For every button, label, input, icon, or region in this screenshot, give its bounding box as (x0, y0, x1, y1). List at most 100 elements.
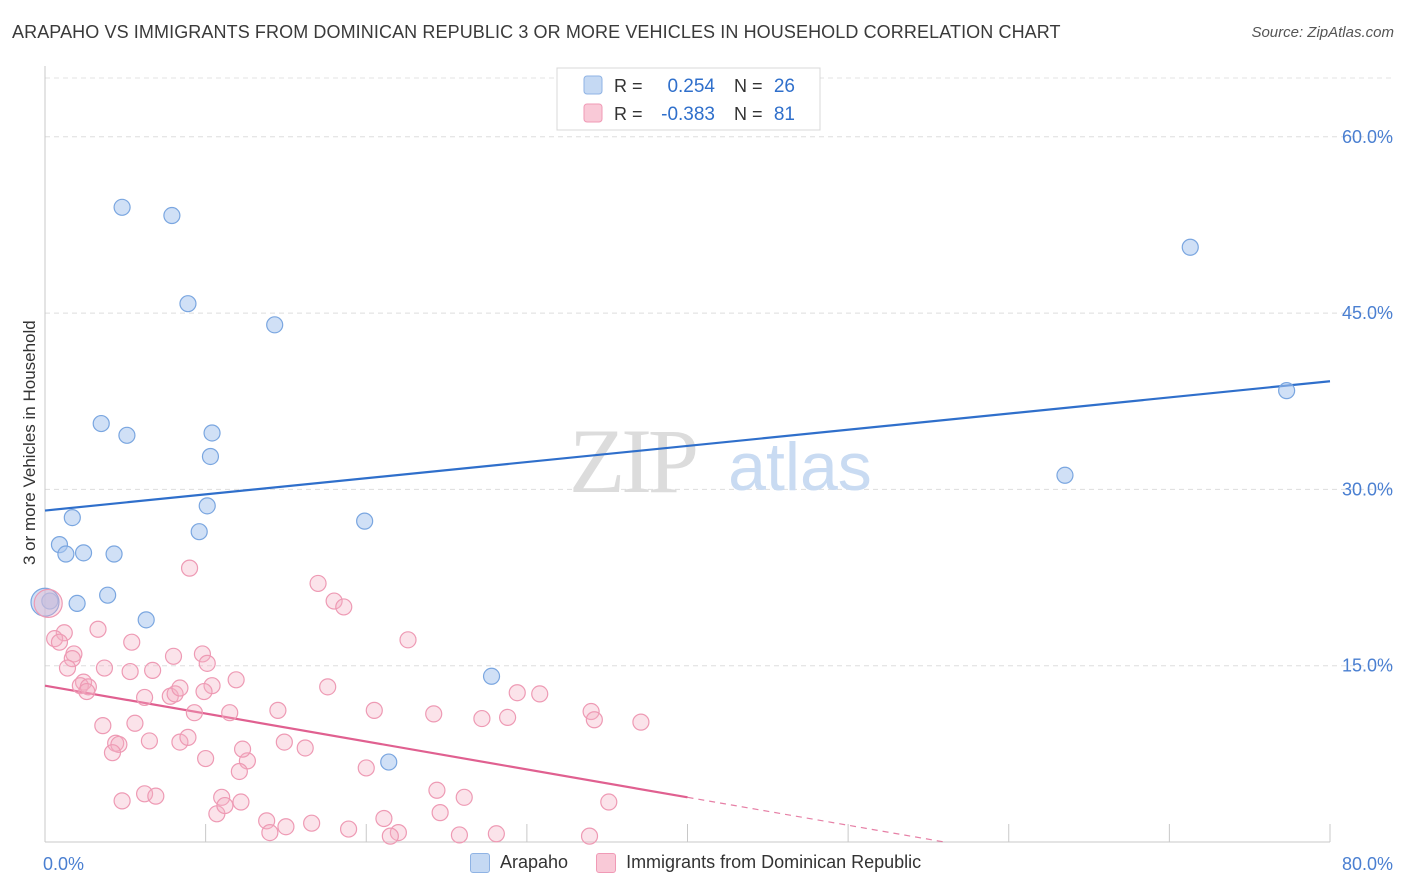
legend-swatch-arapaho (583, 75, 603, 95)
dominican-point-65 (232, 793, 250, 811)
dominican-point-3 (50, 633, 69, 651)
dominican-point-6 (63, 650, 81, 668)
dominican-point-64 (216, 796, 234, 815)
arapaho-point-13 (356, 512, 374, 530)
arapaho-point-4 (1181, 238, 1199, 256)
axes (44, 66, 1331, 843)
dominican-point-79 (580, 827, 599, 845)
dominican-point-36 (473, 709, 491, 728)
dominican-point-12 (95, 659, 114, 677)
legend-r-label-1: R = (614, 76, 643, 96)
dominican-point-52 (197, 749, 215, 768)
y-tick-label-3: 60.0% (1342, 127, 1393, 147)
legend-label-dominican: Immigrants from Dominican Republic (626, 852, 922, 872)
series-legend: Arapaho Immigrants from Dominican Republ… (470, 852, 949, 873)
legend-swatch-dominican-bottom (596, 852, 617, 873)
dominican-point-51 (103, 744, 122, 762)
legend-r-value-2: -0.383 (661, 104, 715, 125)
chart-title: ARAPAHO VS IMMIGRANTS FROM DOMINICAN REP… (12, 22, 1061, 42)
dominican-point-14 (123, 633, 141, 651)
dominican-point-38 (508, 684, 526, 702)
dominican-point-50 (179, 728, 197, 746)
dominican-point-57 (357, 759, 375, 777)
x-tick-labels: 0.0% 80.0% (43, 854, 1393, 874)
dominican-point-11 (78, 682, 96, 701)
trend-lines (44, 380, 1331, 843)
arapaho-point-3 (266, 316, 284, 334)
arapaho-point-14 (190, 523, 208, 541)
dominican-point-25 (227, 671, 245, 689)
dominican-point-35 (425, 705, 443, 723)
watermark-atlas: atlas (728, 429, 872, 505)
arapaho-point-7 (118, 426, 136, 444)
dominican-point-13 (121, 662, 139, 681)
arapaho-point-9 (201, 447, 220, 466)
dominican-trend-line-extension (687, 796, 945, 843)
dominican-point-34 (365, 701, 383, 719)
arapaho-point-11 (198, 497, 216, 515)
arapaho-point-8 (203, 424, 221, 442)
dominican-point-29 (335, 598, 353, 616)
dominican-point-4 (89, 620, 107, 638)
dominican-point-45 (126, 714, 144, 732)
dominican-point-1 (55, 624, 73, 642)
legend-n-label-1: N = (734, 76, 763, 96)
dominican-point-17 (135, 688, 154, 707)
legend-r-label-2: R = (614, 104, 643, 124)
dominican-point-73 (381, 827, 399, 845)
legend-n-value-2: 81 (774, 104, 795, 125)
dominican-point-67 (261, 823, 279, 842)
dominican-point-32 (185, 704, 203, 722)
dominican-point-61 (147, 787, 165, 805)
arapaho-point-2 (179, 295, 197, 313)
dominican-point-22 (198, 654, 216, 672)
dominican-trend-line (44, 684, 688, 799)
dominican-point-78 (487, 825, 505, 843)
dominican-point-48 (140, 732, 159, 750)
legend-item-arapaho: Arapaho (470, 852, 568, 873)
arapaho-point-22 (137, 611, 155, 629)
data-points (30, 198, 1296, 845)
arapaho-point-12 (63, 508, 81, 527)
arapaho-point-24 (380, 753, 398, 771)
dominican-point-44 (94, 717, 112, 735)
legend-swatch-arapaho-bottom (470, 852, 490, 873)
legend-label-arapaho: Arapaho (500, 852, 569, 872)
dominican-point-75 (431, 804, 449, 822)
x-tick-label-1: 80.0% (1342, 854, 1393, 874)
arapaho-point-6 (92, 414, 110, 433)
dominican-point-55 (275, 733, 293, 751)
y-tick-label-0: 15.0% (1342, 656, 1393, 676)
source-credit: Source: ZipAtlas.com (1251, 24, 1394, 41)
arapaho-point-18 (105, 545, 123, 563)
dominican-point-26 (195, 682, 213, 701)
dominican-point-21 (193, 645, 212, 663)
arapaho-point-0 (113, 198, 131, 216)
arapaho-point-23 (482, 667, 501, 685)
dominican-point-28 (325, 592, 343, 610)
x-tick-label-0: 0.0% (43, 854, 84, 874)
dominican-point-27 (309, 574, 327, 593)
dominican-point-33 (269, 701, 287, 719)
dominican-point-23 (180, 559, 199, 577)
dominican-point-19 (171, 679, 189, 697)
arapaho-point-21 (99, 586, 117, 604)
dominican-point-70 (339, 820, 358, 838)
dominican-point-59 (113, 792, 131, 810)
arapaho-point-5 (1278, 382, 1296, 400)
dominican-point-42 (632, 713, 650, 731)
dominican-point-7 (58, 659, 77, 677)
arapaho-point-1 (163, 206, 181, 225)
dominican-point-0 (33, 588, 63, 618)
stats-legend: R = 0.254 N = 26 R = -0.383 N = 81 (556, 67, 821, 131)
gridlines (45, 77, 1392, 667)
legend-item-dominican: Immigrants from Dominican Republic (596, 852, 921, 873)
y-tick-labels: 15.0% 30.0% 45.0% 60.0% (1342, 127, 1393, 676)
dominican-point-71 (375, 809, 393, 828)
watermark-zip: ZIP (569, 410, 696, 512)
dominican-point-30 (319, 678, 337, 696)
dominican-point-69 (303, 814, 321, 832)
legend-n-value-1: 26 (774, 76, 795, 97)
dominican-point-49 (171, 733, 189, 751)
